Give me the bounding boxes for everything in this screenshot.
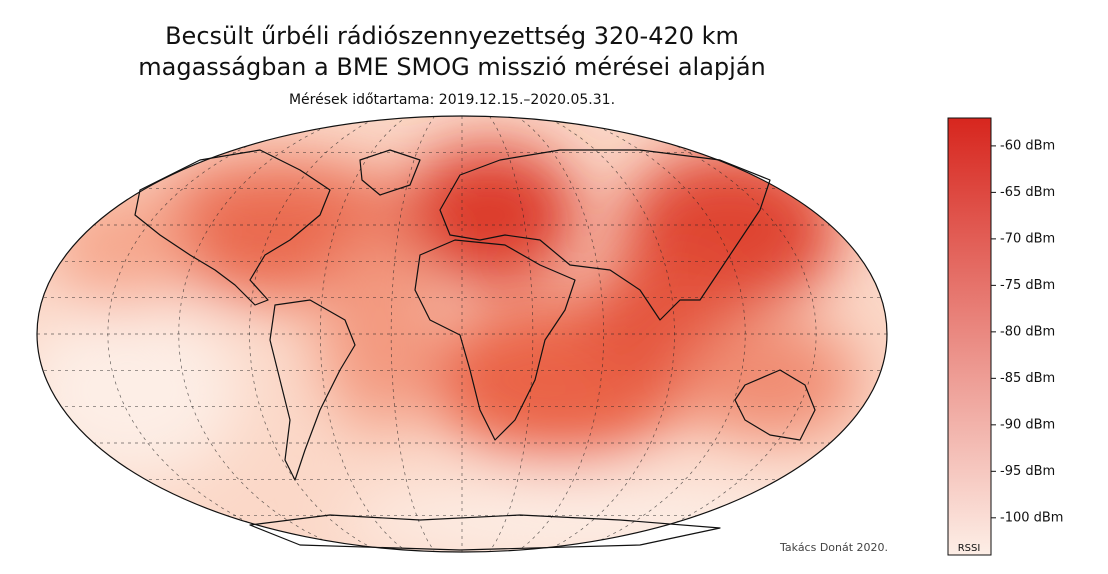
map-subtitle: Mérések időtartama: 2019.12.15.–2020.05.… (289, 92, 615, 108)
colorbar-label: RSSI (958, 543, 981, 554)
colorbar-ticks: -60 dBm -65 dBm -70 dBm -75 dBm -80 dBm -85 d… (991, 138, 1063, 525)
coastline (359, 149, 421, 196)
coastline (134, 149, 331, 306)
colorbar (947, 117, 992, 556)
coastline (439, 149, 771, 321)
coastline (269, 299, 356, 481)
map-title: Becsült űrbéli rádiószennyezettség 320-4… (165, 22, 739, 50)
colorbar-tick-label: -95 dBm (1000, 464, 1055, 479)
colorbar-tick-label: -60 dBm (1000, 138, 1055, 153)
colorbar-tick-label: -90 dBm (1000, 417, 1055, 432)
colorbar-tick-label: -75 dBm (1000, 278, 1055, 293)
meridian (544, 116, 675, 552)
colorbar-tick-label: -100 dBm (1000, 510, 1063, 525)
map-title: magasságban a BME SMOG misszió mérései a… (138, 53, 765, 81)
meridian (489, 116, 534, 552)
colorbar-tick-label: -65 dBm (1000, 185, 1055, 200)
credit: Takács Donát 2020. (779, 541, 888, 554)
meridian (107, 116, 325, 552)
meridian (390, 116, 435, 552)
coastline (734, 369, 816, 441)
meridian (599, 116, 817, 552)
map-border (36, 115, 888, 553)
meridian (516, 116, 605, 552)
colorbar-tick-label: -85 dBm (1000, 371, 1055, 386)
coastlines (134, 149, 816, 551)
meridian (319, 116, 408, 552)
colorbar-tick-label: -80 dBm (1000, 324, 1055, 339)
colorbar-tick-label: -70 dBm (1000, 231, 1055, 246)
coastline (414, 239, 576, 441)
